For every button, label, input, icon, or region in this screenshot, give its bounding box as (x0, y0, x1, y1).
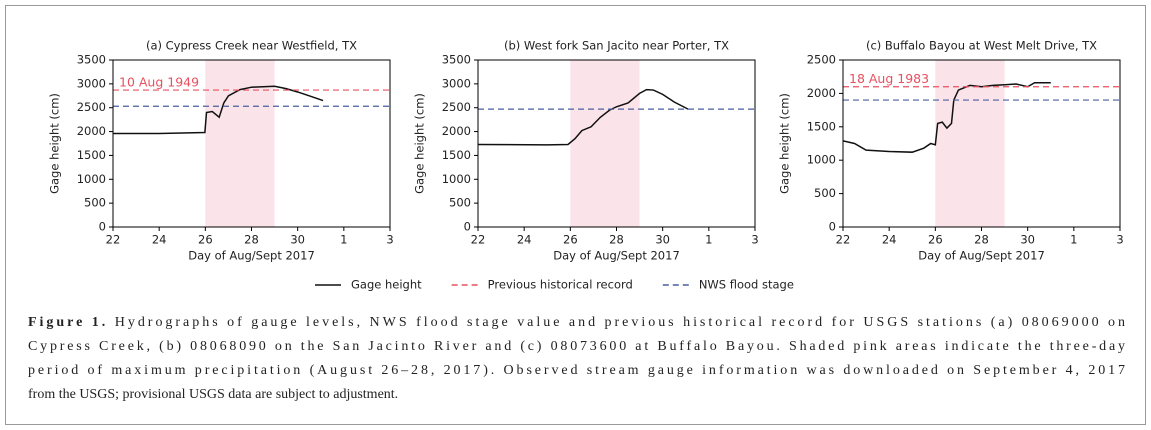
x-axis-label: Day of Aug/Sept 2017 (188, 249, 315, 263)
x-tick-label: 28 (974, 233, 989, 247)
x-tick-label: 28 (244, 233, 259, 247)
caption-line: Cypress Creek, (b) 08068090 on the San J… (28, 339, 1125, 354)
y-tick-label: 500 (84, 196, 106, 210)
shaded-period (570, 60, 640, 227)
caption-line: Figure 1. Hydrographs of gauge levels, N… (28, 315, 1125, 330)
y-tick-label: 3500 (442, 53, 471, 67)
y-tick-label: 1000 (77, 172, 106, 186)
shaded-period (205, 60, 275, 227)
y-tick-label: 2500 (442, 100, 471, 114)
y-tick-label: 2000 (442, 124, 471, 138)
x-tick-label: 3 (1116, 233, 1123, 247)
series-line (843, 81, 1051, 153)
y-tick-label: 2500 (77, 100, 106, 114)
y-tick-label: 1000 (807, 153, 836, 167)
x-axis-label: Day of Aug/Sept 2017 (918, 249, 1045, 263)
chart-title: (b) West fork San Jacito near Porter, TX (504, 39, 729, 53)
y-tick-label: 500 (449, 196, 471, 210)
x-tick-label: 26 (198, 233, 213, 247)
x-tick-label: 22 (106, 233, 121, 247)
x-tick-label: 26 (928, 233, 943, 247)
y-tick-label: 1000 (442, 172, 471, 186)
x-tick-label: 24 (517, 233, 532, 247)
y-axis-label: Gage height (cm) (778, 93, 792, 194)
x-tick-label: 24 (882, 233, 897, 247)
y-tick-label: 2000 (77, 124, 106, 138)
x-tick-label: 3 (751, 233, 758, 247)
x-tick-label: 1 (340, 233, 347, 247)
chart-title: (a) Cypress Creek near Westfield, TX (146, 39, 357, 53)
figure-border (5, 5, 1146, 425)
x-axis-label: Day of Aug/Sept 2017 (553, 249, 680, 263)
x-tick-label: 30 (290, 233, 305, 247)
x-tick-label: 1 (705, 233, 712, 247)
series-line (113, 85, 324, 135)
x-tick-label: 30 (1020, 233, 1035, 247)
y-tick-label: 3000 (442, 76, 471, 90)
caption-label: Figure 1. (28, 315, 105, 330)
legend-label: Previous historical record (488, 278, 633, 292)
legend-label: Gage height (351, 278, 422, 292)
x-tick-label: 3 (386, 233, 393, 247)
y-axis-label: Gage height (cm) (48, 93, 62, 194)
x-tick-label: 24 (152, 233, 167, 247)
y-tick-label: 500 (814, 186, 836, 200)
x-tick-label: 22 (471, 233, 486, 247)
y-tick-label: 3000 (77, 76, 106, 90)
chart-title: (c) Buffalo Bayou at West Melt Drive, TX (866, 39, 1097, 53)
y-tick-label: 2500 (807, 53, 836, 67)
y-tick-label: 0 (829, 220, 836, 234)
legend-label: NWS flood stage (699, 278, 794, 292)
y-tick-label: 1500 (807, 119, 836, 133)
x-tick-label: 28 (609, 233, 624, 247)
y-tick-label: 0 (99, 220, 106, 234)
y-tick-label: 1500 (442, 148, 471, 162)
y-axis-label: Gage height (cm) (413, 93, 427, 194)
x-tick-label: 22 (836, 233, 851, 247)
y-tick-label: 2000 (807, 86, 836, 100)
y-tick-label: 1500 (77, 148, 106, 162)
caption-line: from the USGS; provisional USGS data are… (28, 387, 398, 402)
annotation: 18 Aug 1983 (849, 71, 929, 86)
caption-line: period of maximum precipitation (August … (28, 363, 1125, 378)
y-tick-label: 3500 (77, 53, 106, 67)
x-tick-label: 30 (655, 233, 670, 247)
shaded-period (935, 60, 1005, 227)
x-tick-label: 1 (1070, 233, 1077, 247)
annotation: 10 Aug 1949 (119, 75, 199, 90)
y-tick-label: 0 (464, 220, 471, 234)
x-tick-label: 26 (563, 233, 578, 247)
caption-text: Hydrographs of gauge levels, NWS flood s… (108, 315, 1125, 330)
series-line (478, 88, 689, 146)
